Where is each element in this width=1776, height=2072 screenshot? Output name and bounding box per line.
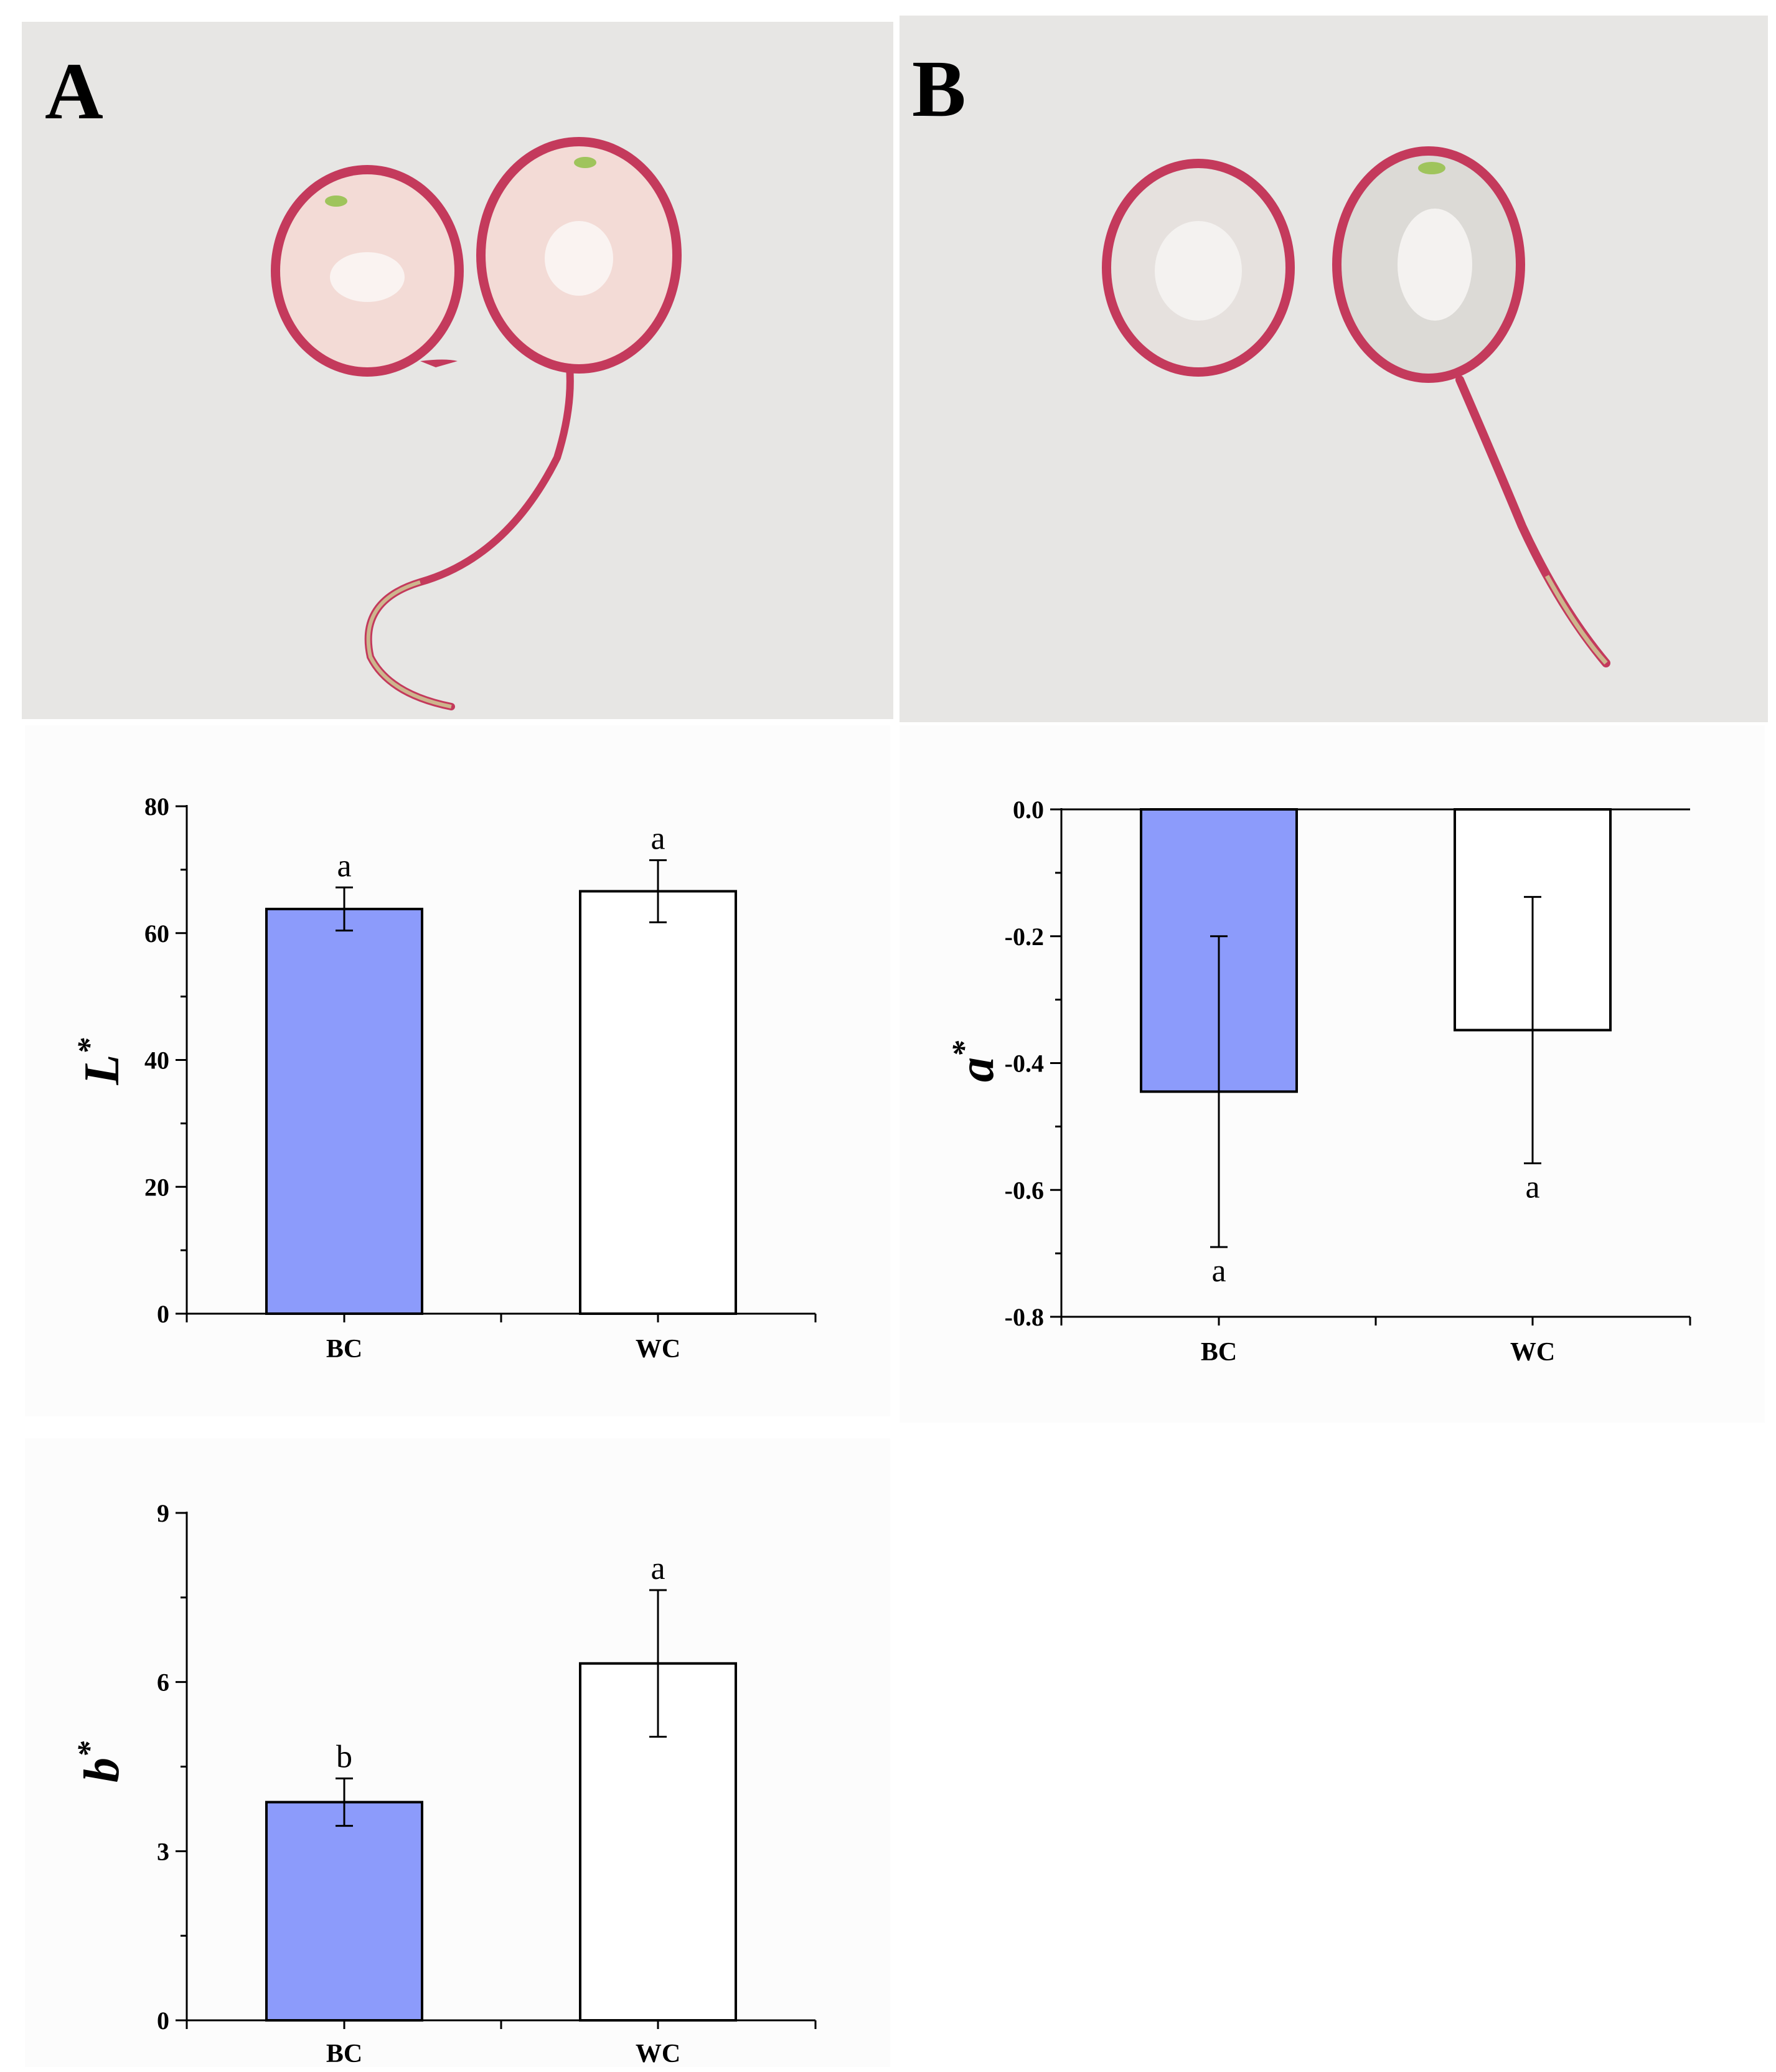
x-tick-label: WC	[1510, 1338, 1555, 1367]
y-tick-label: 0	[157, 1300, 169, 1328]
y-tick-label: 0.0	[1013, 796, 1044, 824]
radish-halves-bc-image	[271, 137, 682, 710]
y-tick-label: 6	[157, 1669, 169, 1697]
y-tick-label: -0.2	[1005, 923, 1044, 951]
bar-wc	[579, 890, 737, 1315]
chart-e: 0 3 6 9 b a BC WC b*	[25, 1438, 890, 2068]
bar-bc	[265, 908, 423, 1316]
x-tick-label: BC	[326, 1335, 362, 1363]
x-tick-label: BC	[1201, 1338, 1237, 1367]
radish-right-a	[364, 137, 682, 710]
y-tick-label: -0.4	[1005, 1050, 1044, 1078]
x-tick-label: BC	[326, 2040, 362, 2068]
y-tick-label: -0.8	[1005, 1303, 1044, 1331]
radish-left-b	[1102, 159, 1295, 377]
y-axis-label: a*	[946, 1040, 1004, 1082]
chart-c-svg: 0 20 40 60 80 a a BC WC L*	[72, 793, 817, 1363]
significance-label: a	[651, 1551, 665, 1586]
panel-label-b: B	[912, 44, 966, 134]
y-tick-label: 3	[157, 1837, 169, 1865]
bar-bc	[265, 1801, 423, 2022]
x-tick-label: WC	[636, 2040, 680, 2068]
chart-d-svg: 0.0 -0.2 -0.4 -0.6 -0.8 a a BC WC a*	[946, 796, 1691, 1367]
y-tick-label: 40	[144, 1047, 169, 1075]
panel-label-a: A	[45, 47, 103, 136]
radish-left-a	[271, 165, 464, 377]
radish-halves-wc-image	[1102, 146, 1610, 667]
y-tick-label: 20	[144, 1173, 169, 1201]
y-tick-label: -0.6	[1005, 1176, 1044, 1204]
x-tick-label: WC	[636, 1335, 680, 1363]
significance-label: a	[337, 848, 351, 883]
y-tick-label: 0	[157, 2007, 169, 2035]
significance-label: a	[1211, 1253, 1226, 1289]
chart-e-svg: 0 3 6 9 b a BC WC b*	[72, 1499, 817, 2068]
photo-panel-b	[900, 16, 1768, 722]
photo-panel-a	[22, 22, 893, 719]
chart-d: 0.0 -0.2 -0.4 -0.6 -0.8 a a BC WC a*	[900, 725, 1765, 1423]
y-axis-label: L*	[72, 1038, 129, 1086]
y-axis-label: b*	[72, 1741, 129, 1782]
significance-label: b	[336, 1740, 352, 1775]
y-tick-label: 60	[144, 920, 169, 948]
significance-label: a	[1525, 1169, 1539, 1205]
significance-label: a	[651, 821, 665, 857]
radish-right-b	[1332, 146, 1610, 667]
chart-c: 0 20 40 60 80 a a BC WC L*	[25, 725, 890, 1416]
y-tick-label: 80	[144, 793, 169, 821]
y-tick-label: 9	[157, 1499, 169, 1527]
